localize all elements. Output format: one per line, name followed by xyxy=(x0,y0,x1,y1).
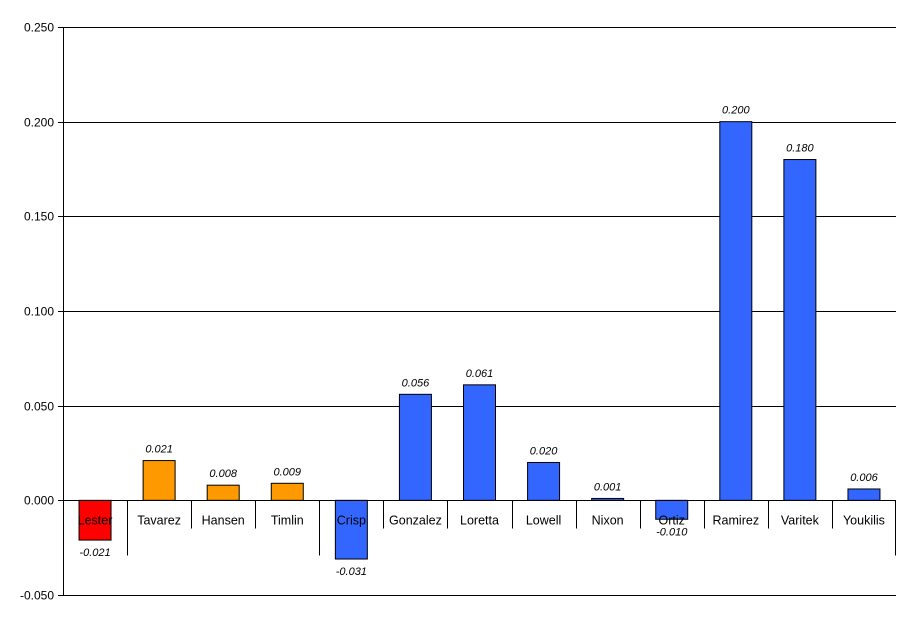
category-label: Ramirez xyxy=(713,513,760,527)
category-label: Ortiz xyxy=(659,513,685,527)
category-label: Tavarez xyxy=(137,513,181,527)
bar-youkilis xyxy=(847,488,881,501)
data-label: 0.020 xyxy=(530,445,558,457)
category-label: Crisp xyxy=(337,513,366,527)
data-label: -0.010 xyxy=(656,526,688,538)
bar-gonzalez xyxy=(398,393,432,501)
data-label: 0.061 xyxy=(466,368,494,380)
category-label: Loretta xyxy=(460,513,499,527)
bar-crisp xyxy=(334,499,368,560)
data-label: -0.031 xyxy=(336,566,367,578)
data-label: 0.001 xyxy=(594,481,622,493)
y-tick-label: 0.200 xyxy=(24,116,54,130)
y-tick-label: 0.000 xyxy=(24,494,54,508)
bar-lowell xyxy=(527,461,561,501)
y-tick-label: -0.050 xyxy=(20,589,54,603)
data-labels: -0.021 0.021 0.008 0.009 -0.031 0.056 0.061 0.0… xyxy=(79,105,878,578)
gridlines xyxy=(63,27,896,596)
y-tick-label: 0.100 xyxy=(24,305,54,319)
category-label: Lester xyxy=(78,513,113,527)
bar-timlin xyxy=(270,482,304,501)
data-label: 0.009 xyxy=(274,466,302,478)
bar-varitek xyxy=(783,159,817,501)
bar-hansen xyxy=(206,484,240,501)
data-label: 0.006 xyxy=(850,472,878,484)
data-label: -0.021 xyxy=(79,547,110,559)
category-label: Youkilis xyxy=(843,513,885,527)
bar-ramirez xyxy=(719,121,753,501)
category-axis: Lester Tavarez Hansen Timlin Crisp Gonzalez Lo… xyxy=(63,500,896,556)
category-label: Hansen xyxy=(202,513,245,527)
data-label: 0.180 xyxy=(786,143,814,155)
data-label: 0.200 xyxy=(722,105,750,117)
category-label: Timlin xyxy=(271,513,304,527)
bar-tavarez xyxy=(142,460,176,501)
y-tick-label: 0.150 xyxy=(24,210,54,224)
bars xyxy=(78,121,881,560)
category-label: Gonzalez xyxy=(389,513,442,527)
y-tick-label: 0.050 xyxy=(24,400,54,414)
bar-loretta xyxy=(463,384,496,501)
data-label: 0.021 xyxy=(145,444,173,456)
category-label: Lowell xyxy=(526,513,561,527)
data-label: 0.056 xyxy=(402,377,430,389)
data-label: 0.008 xyxy=(209,468,237,480)
y-tick-label: 0.250 xyxy=(24,21,54,35)
bar-lester xyxy=(78,499,112,541)
category-label: Nixon xyxy=(592,513,624,527)
category-label: Varitek xyxy=(781,513,820,527)
y-axis: 0.250 0.200 0.150 0.100 0.050 0.000 -0.050 xyxy=(20,21,64,603)
